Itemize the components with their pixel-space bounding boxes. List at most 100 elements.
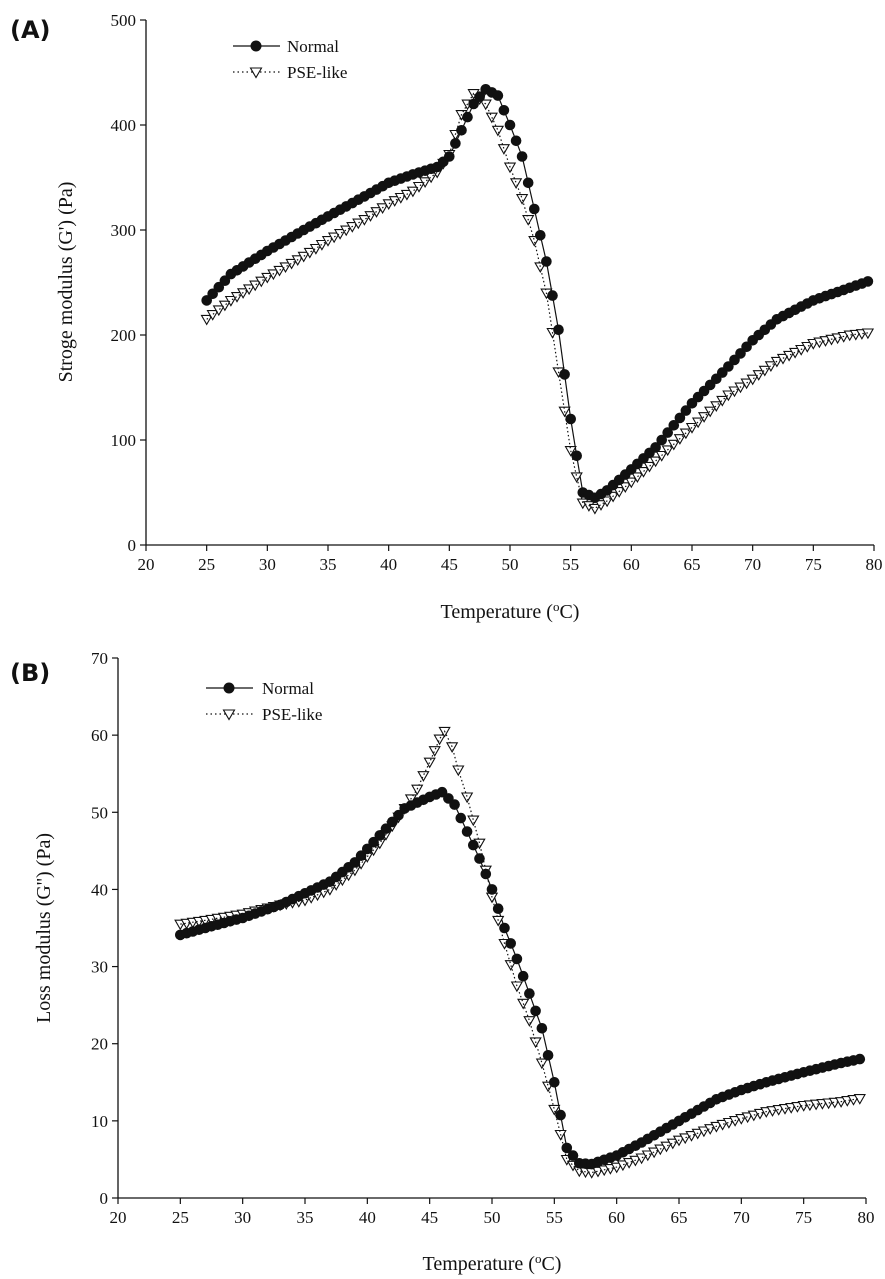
y-tick-label: 0 — [128, 536, 137, 555]
data-point — [674, 412, 686, 424]
data-point — [479, 99, 492, 111]
x-tick-label: 55 — [562, 555, 579, 574]
data-point — [510, 135, 522, 147]
chart-panel-b: (B) 20 25 30 35 40 45 50 55 60 65 70 75 80 0 10 20 30 40… — [10, 649, 875, 1275]
y-tick-label: 50 — [91, 803, 108, 822]
data-point — [212, 305, 225, 317]
data-point — [224, 295, 238, 307]
data-point — [303, 247, 316, 259]
data-point — [650, 442, 661, 453]
legend-marker-normal — [250, 40, 262, 52]
data-point — [588, 503, 602, 515]
data-point — [200, 314, 213, 326]
legend-label-pse-like: PSE-like — [287, 63, 347, 82]
series-markers-normal — [201, 84, 874, 504]
data-point — [428, 746, 441, 757]
data-point — [382, 199, 395, 211]
data-point — [474, 853, 485, 864]
x-tick-label: 75 — [805, 555, 822, 574]
data-point — [499, 922, 510, 934]
data-point — [327, 232, 341, 244]
x-tick-label: 35 — [297, 1208, 314, 1227]
y-tick-label: 400 — [111, 116, 137, 135]
data-point — [417, 771, 430, 782]
data-point — [355, 850, 367, 861]
data-point — [452, 765, 465, 777]
data-point — [668, 420, 680, 431]
data-point — [862, 276, 874, 287]
data-point — [622, 1158, 636, 1169]
y-tick-label: 500 — [111, 11, 137, 30]
x-ticks: 20 25 30 35 40 45 50 55 60 65 70 75 80 — [138, 545, 883, 574]
legend-marker-pse-like — [249, 67, 263, 79]
data-point — [861, 328, 875, 340]
data-point — [523, 1016, 536, 1027]
data-point — [571, 450, 582, 462]
data-point — [517, 970, 529, 982]
data-point — [515, 194, 529, 205]
legend-label-normal: Normal — [262, 679, 314, 698]
data-point — [643, 461, 656, 473]
data-point — [445, 742, 459, 754]
data-point — [412, 181, 426, 193]
y-tick-label: 100 — [111, 431, 137, 450]
legend-item-pse-like: PSE-like — [233, 63, 347, 82]
data-point — [610, 1162, 623, 1174]
x-tick-label: 60 — [623, 555, 640, 574]
data-point — [358, 215, 371, 226]
data-point — [498, 105, 510, 116]
data-point — [728, 1116, 742, 1127]
data-point — [565, 413, 576, 425]
x-axis-title: Temperature (oC) — [441, 599, 580, 624]
series-markers-pse-like — [174, 726, 866, 1179]
series-layer — [200, 84, 875, 515]
data-point — [535, 230, 546, 241]
data-point — [740, 378, 753, 390]
data-point — [352, 218, 365, 230]
data-point — [460, 792, 474, 804]
legend-item-pse-like: PSE-like — [206, 705, 322, 724]
data-point — [455, 812, 467, 824]
data-point — [510, 981, 524, 993]
data-point — [480, 868, 492, 880]
data-point — [637, 467, 650, 478]
data-point — [516, 151, 528, 162]
data-point — [536, 1023, 548, 1034]
data-point — [570, 472, 583, 483]
x-tick-label: 50 — [484, 1208, 501, 1227]
y-tick-label: 200 — [111, 326, 137, 345]
data-point — [433, 734, 446, 746]
data-point — [406, 186, 420, 198]
x-tick-label: 20 — [138, 555, 155, 574]
legend-marker-pse-like — [222, 709, 236, 721]
data-point — [752, 370, 765, 381]
data-point — [649, 456, 662, 468]
chart-panel-a: (A) 20 25 30 35 40 45 50 55 60 65 70 75 80 0 100 200 30… — [10, 11, 883, 623]
x-tick-label: 50 — [502, 555, 519, 574]
legend-item-normal: Normal — [206, 679, 314, 698]
legend-label-normal: Normal — [287, 37, 339, 56]
data-point — [504, 119, 516, 131]
panel-label: (A) — [10, 16, 51, 44]
data-point — [691, 1128, 704, 1140]
data-point — [468, 839, 479, 851]
data-point — [249, 280, 262, 292]
data-point — [368, 836, 379, 848]
x-tick-label: 40 — [359, 1208, 376, 1227]
data-point — [553, 324, 564, 336]
data-point — [662, 427, 673, 438]
data-point — [746, 374, 759, 386]
data-point — [555, 1109, 566, 1121]
series-line-normal — [206, 88, 869, 499]
data-point — [741, 1112, 754, 1124]
y-tick-label: 30 — [91, 958, 108, 977]
data-point — [631, 472, 644, 483]
data-point — [549, 1077, 560, 1088]
data-point — [854, 1053, 866, 1065]
data-point — [567, 1150, 579, 1161]
data-point — [279, 262, 292, 273]
data-point — [530, 1005, 541, 1017]
data-point — [722, 1117, 736, 1129]
data-point — [411, 784, 424, 796]
